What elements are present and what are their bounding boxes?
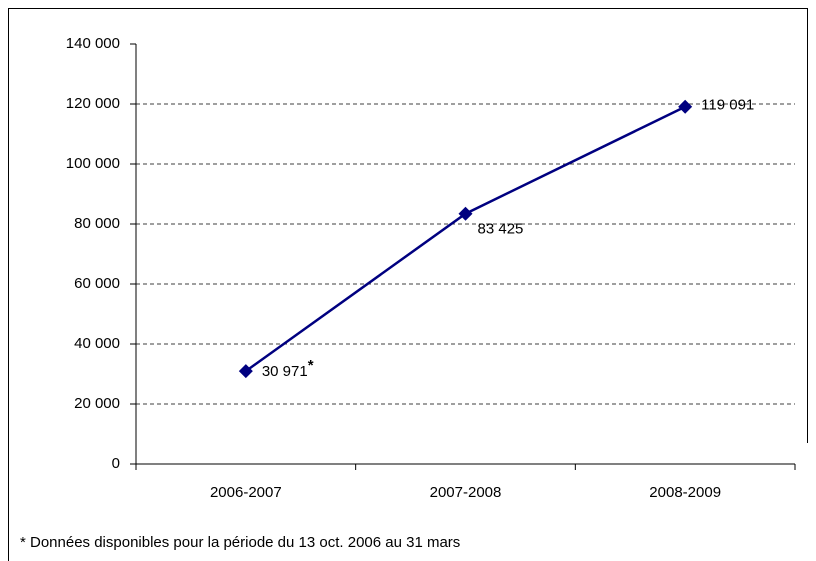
x-tick-label: 2007-2008 [430,484,502,501]
y-tick-label: 140 000 [66,35,120,52]
y-tick-label: 60 000 [74,275,120,292]
marker [238,364,253,379]
data-label-value: 30 971 [262,363,308,380]
data-label-mark: * [308,357,314,374]
marker [678,99,693,114]
y-tick-label: 80 000 [74,215,120,232]
marker [458,206,473,221]
line [245,105,686,373]
y-tick-label: 100 000 [66,155,120,172]
x-tick-label: 2006-2007 [210,484,282,501]
data-label-value: 119 091 [701,97,754,114]
footnote: * Données disponibles pour la période du… [20,534,460,551]
data-label: 83 425 [478,221,524,238]
y-tick-label: 20 000 [74,395,120,412]
x-tick-label: 2008-2009 [649,484,721,501]
data-label-value: 83 425 [478,221,524,238]
data-label: 119 091 [701,97,754,114]
y-tick-label: 40 000 [74,335,120,352]
y-tick-label: 0 [112,455,120,472]
data-label: 30 971* [262,357,314,380]
y-tick-label: 120 000 [66,95,120,112]
